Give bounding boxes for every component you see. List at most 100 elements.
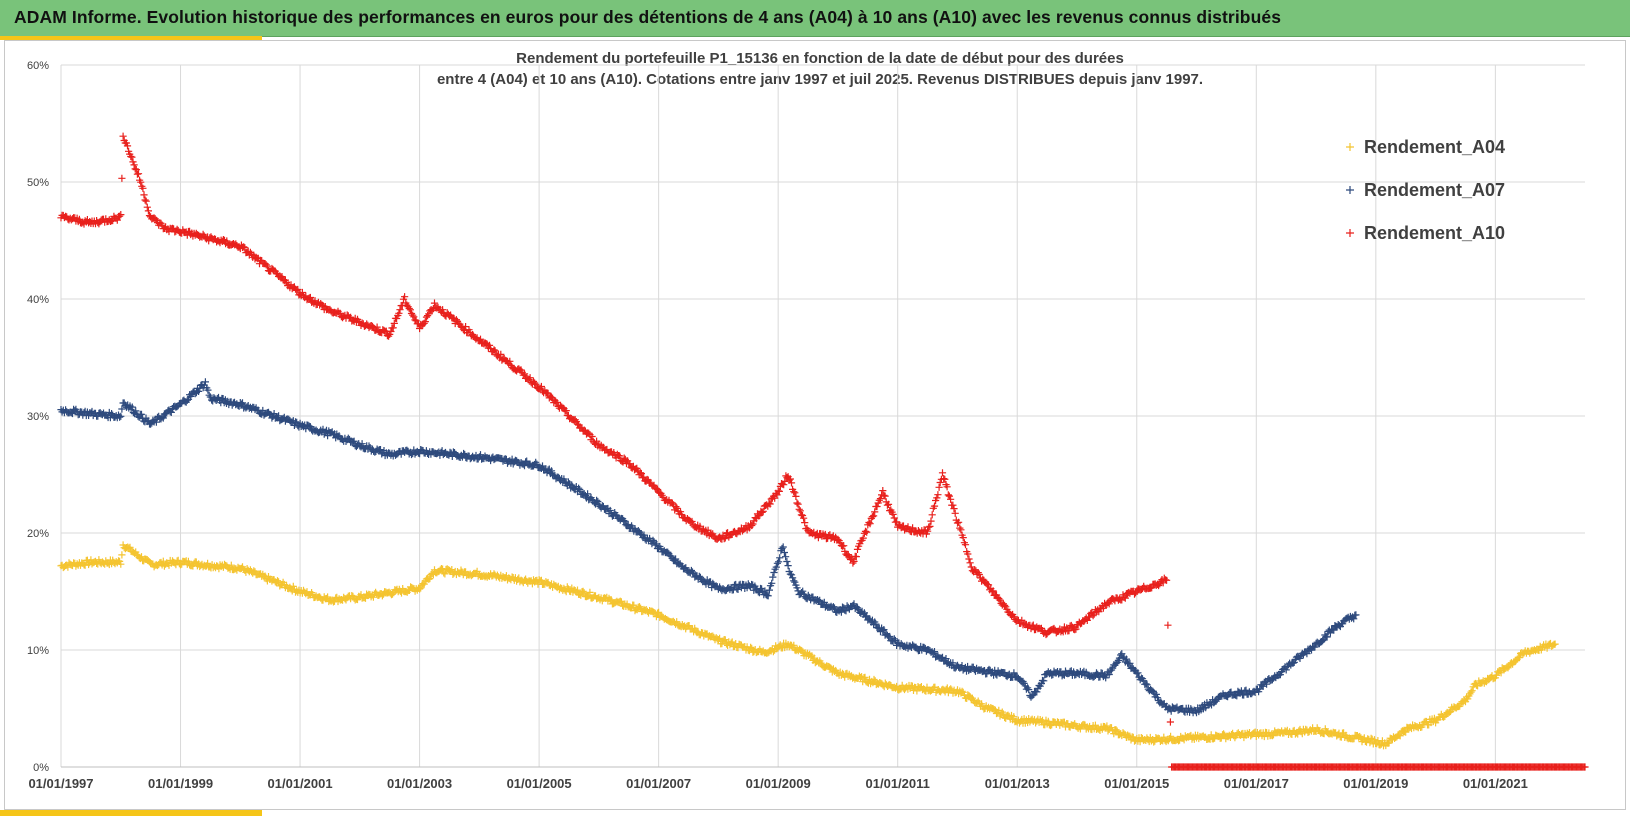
data-point [537, 576, 545, 584]
data-point [938, 653, 947, 661]
data-point [768, 579, 776, 587]
data-point [275, 412, 283, 420]
data-point [924, 527, 932, 535]
data-point [786, 570, 794, 578]
data-point [863, 528, 871, 536]
data-point [369, 593, 377, 601]
data-point [576, 485, 584, 494]
data-point [861, 527, 870, 535]
y-tick-label: 0% [33, 762, 49, 774]
data-point [929, 649, 937, 657]
data-point [1467, 688, 1475, 696]
data-point [1150, 738, 1158, 746]
data-point [1468, 687, 1476, 695]
data-point [794, 500, 802, 508]
legend-label: Rendement_A10 [1364, 223, 1505, 243]
data-point [81, 561, 89, 569]
data-point [141, 196, 149, 204]
y-tick-label: 60% [27, 60, 49, 72]
data-point [250, 567, 258, 575]
data-point [263, 262, 271, 270]
data-point [575, 484, 583, 492]
data-point [350, 437, 358, 445]
data-point [728, 638, 736, 646]
data-point [159, 414, 167, 422]
data-point [884, 500, 893, 508]
data-point [1370, 736, 1379, 744]
data-point [852, 553, 860, 561]
data-point [749, 520, 757, 528]
data-point [956, 524, 964, 532]
data-point [1142, 680, 1150, 688]
data-point [537, 382, 545, 391]
data-point [1032, 719, 1040, 727]
data-point [721, 534, 729, 542]
x-tick-label: 01/01/2001 [268, 776, 333, 791]
data-point [306, 293, 314, 302]
data-point [1072, 625, 1080, 633]
data-point [935, 483, 943, 491]
data-point [840, 542, 848, 550]
data-point [424, 312, 432, 320]
data-point [594, 497, 602, 506]
data-point [1504, 664, 1512, 672]
data-point [405, 304, 413, 313]
data-point [1330, 626, 1338, 634]
data-point [270, 410, 278, 418]
data-point [1263, 680, 1271, 688]
data-point [792, 492, 800, 500]
x-tick-label: 01/01/2015 [1104, 776, 1169, 791]
data-point [930, 502, 939, 510]
data-point [1311, 643, 1319, 651]
data-point [1107, 666, 1116, 674]
data-point [769, 573, 777, 581]
data-point [807, 652, 815, 661]
data-point [240, 243, 248, 251]
data-point [1119, 654, 1127, 662]
data-point [126, 543, 134, 551]
data-point [132, 166, 140, 174]
data-point [909, 524, 917, 532]
legend-marker [1346, 229, 1354, 237]
data-point [411, 316, 419, 324]
grid-lines [60, 64, 1585, 768]
data-point [947, 685, 955, 693]
data-point [117, 211, 125, 219]
data-point [137, 178, 145, 186]
data-point [531, 379, 539, 387]
data-point [485, 341, 494, 349]
data-point [758, 508, 766, 516]
x-tick-label: 01/01/2005 [507, 776, 572, 791]
data-point [131, 165, 139, 173]
data-point [850, 557, 858, 565]
data-point [585, 429, 593, 437]
data-point [118, 174, 126, 182]
data-point [859, 534, 867, 542]
data-point [747, 643, 755, 651]
y-tick-label: 10% [27, 645, 49, 657]
data-point [358, 440, 366, 448]
data-point [945, 492, 953, 500]
data-point [441, 570, 449, 578]
data-point [787, 479, 796, 487]
data-point [1240, 691, 1248, 699]
data-point [870, 675, 878, 684]
y-tick-label: 30% [27, 411, 49, 423]
data-point [389, 324, 397, 332]
data-point [586, 588, 594, 596]
data-point [1065, 627, 1073, 635]
data-point [865, 518, 873, 527]
data-point [871, 508, 879, 516]
data-point [388, 590, 397, 598]
data-point [1010, 669, 1018, 677]
data-point [452, 316, 460, 324]
data-point [1024, 684, 1032, 692]
data-point [673, 618, 681, 626]
data-point [134, 170, 143, 178]
data-point [387, 327, 395, 336]
data-point [870, 512, 878, 520]
data-point [425, 575, 433, 583]
data-point [118, 551, 126, 559]
data-point [965, 555, 973, 563]
x-tick-label: 01/01/2021 [1463, 776, 1528, 791]
